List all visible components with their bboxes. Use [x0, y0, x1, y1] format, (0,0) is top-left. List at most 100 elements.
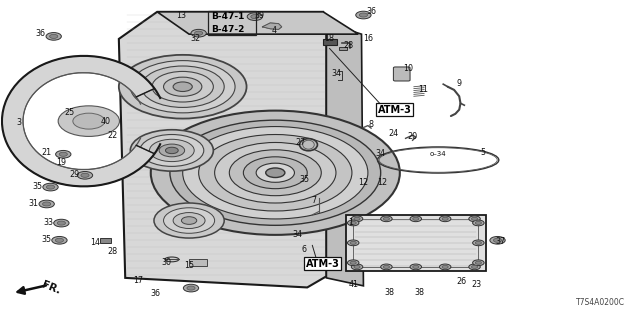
Circle shape: [354, 265, 360, 268]
Circle shape: [43, 183, 58, 191]
Text: 20: 20: [408, 132, 418, 140]
Circle shape: [55, 238, 63, 242]
Text: 38: 38: [414, 288, 424, 297]
Circle shape: [348, 220, 359, 226]
Circle shape: [476, 261, 481, 264]
Circle shape: [229, 150, 321, 196]
Circle shape: [57, 221, 65, 225]
Text: 34: 34: [376, 149, 386, 158]
Circle shape: [54, 219, 69, 227]
Circle shape: [187, 286, 195, 290]
Bar: [189, 259, 207, 266]
Text: 27: 27: [296, 138, 306, 147]
Text: 23: 23: [472, 280, 481, 289]
Circle shape: [350, 241, 356, 244]
Circle shape: [410, 264, 422, 270]
Text: 17: 17: [133, 276, 143, 285]
Circle shape: [173, 82, 192, 92]
Text: 8: 8: [369, 120, 374, 130]
Text: 10: 10: [403, 64, 413, 73]
Circle shape: [440, 216, 451, 222]
Text: 1: 1: [348, 218, 353, 227]
Circle shape: [348, 260, 359, 266]
Text: 25: 25: [65, 108, 75, 117]
Circle shape: [383, 217, 390, 220]
Text: 5: 5: [480, 148, 485, 156]
Text: 38: 38: [384, 288, 394, 297]
Circle shape: [58, 106, 120, 136]
Text: 6: 6: [301, 245, 307, 254]
Text: 31: 31: [29, 198, 39, 207]
Circle shape: [381, 216, 392, 222]
Circle shape: [266, 168, 285, 178]
Circle shape: [243, 157, 307, 189]
Circle shape: [141, 66, 224, 108]
Circle shape: [52, 236, 67, 244]
Bar: [339, 47, 348, 50]
Text: 30: 30: [162, 258, 172, 267]
Circle shape: [351, 216, 363, 222]
Text: 19: 19: [56, 158, 67, 167]
Polygon shape: [346, 215, 486, 271]
Text: B-47-2: B-47-2: [211, 25, 245, 34]
Circle shape: [181, 217, 196, 224]
Circle shape: [43, 202, 51, 206]
Circle shape: [413, 265, 419, 268]
Circle shape: [440, 264, 451, 270]
Circle shape: [476, 241, 481, 244]
Circle shape: [46, 33, 61, 40]
Text: ATM-3: ATM-3: [378, 105, 412, 115]
Text: 21: 21: [42, 148, 52, 157]
Text: 40: 40: [101, 117, 111, 126]
Polygon shape: [2, 56, 154, 186]
Circle shape: [39, 200, 54, 208]
Circle shape: [493, 238, 502, 242]
Text: ATM-3: ATM-3: [306, 259, 339, 268]
Text: 3: 3: [16, 118, 21, 127]
Circle shape: [442, 217, 448, 220]
Text: 22: 22: [108, 131, 118, 140]
Circle shape: [383, 265, 390, 268]
Circle shape: [159, 144, 184, 157]
Polygon shape: [326, 23, 364, 286]
Circle shape: [472, 220, 484, 226]
Circle shape: [191, 29, 206, 37]
Text: 34: 34: [331, 69, 341, 78]
Text: 7: 7: [311, 196, 316, 205]
Circle shape: [164, 208, 214, 233]
Polygon shape: [262, 23, 282, 29]
Circle shape: [119, 55, 246, 119]
Circle shape: [140, 134, 204, 166]
Text: 35: 35: [42, 235, 52, 244]
Circle shape: [350, 221, 356, 224]
Text: 9: 9: [457, 79, 462, 88]
Circle shape: [77, 172, 93, 179]
Text: 11: 11: [419, 85, 428, 94]
Circle shape: [150, 139, 194, 162]
Text: 34: 34: [292, 230, 303, 239]
Circle shape: [472, 265, 477, 268]
Text: 32: 32: [191, 34, 200, 43]
Text: 24: 24: [388, 129, 399, 138]
Text: 33: 33: [44, 218, 54, 227]
Circle shape: [56, 150, 71, 158]
Circle shape: [195, 31, 203, 35]
Circle shape: [59, 152, 67, 156]
Circle shape: [183, 284, 198, 292]
Circle shape: [359, 13, 367, 17]
Circle shape: [472, 260, 484, 266]
Ellipse shape: [300, 139, 317, 151]
Circle shape: [468, 264, 480, 270]
Circle shape: [173, 212, 205, 228]
Circle shape: [490, 236, 505, 244]
Circle shape: [50, 34, 58, 38]
Circle shape: [214, 142, 336, 203]
Text: 36: 36: [150, 289, 160, 298]
Text: 12: 12: [358, 178, 369, 187]
Text: 18: 18: [324, 34, 335, 43]
Circle shape: [256, 163, 294, 182]
Circle shape: [381, 264, 392, 270]
Text: T7S4A0200C: T7S4A0200C: [576, 298, 625, 307]
Text: 35: 35: [33, 182, 43, 191]
Text: 28: 28: [108, 247, 118, 256]
